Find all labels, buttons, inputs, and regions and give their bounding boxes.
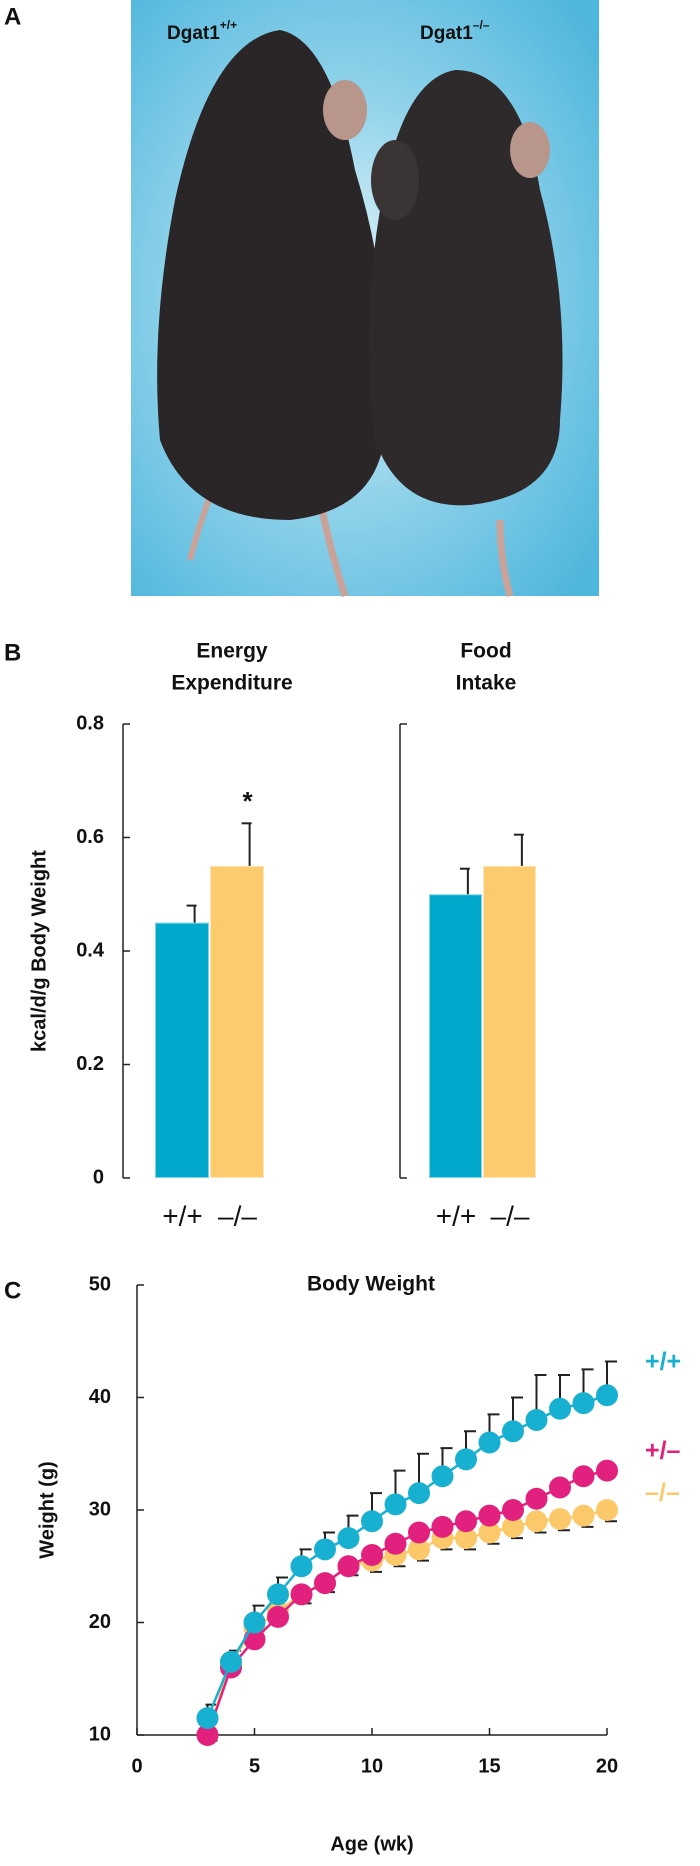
- data-point: [431, 1515, 454, 1538]
- data-point: [525, 1487, 548, 1510]
- data-point: [572, 1465, 595, 1488]
- data-point: [502, 1515, 524, 1538]
- data-point: [596, 1459, 618, 1482]
- x-tick-label: 15: [478, 1755, 500, 1777]
- data-point: [478, 1504, 501, 1527]
- data-point: [408, 1538, 430, 1561]
- data-point: [314, 1538, 336, 1561]
- data-point: [267, 1583, 289, 1606]
- data-point: [549, 1476, 571, 1499]
- bar: [154, 921, 210, 1179]
- chart-title: Expenditure: [171, 672, 292, 695]
- x-tick-label: 10: [361, 1755, 383, 1777]
- data-point: [220, 1650, 242, 1673]
- data-point: [525, 1409, 548, 1431]
- x-tick-label: 0: [131, 1755, 142, 1777]
- y-tick-label: 10: [89, 1723, 111, 1745]
- y-tick-label: 0.8: [76, 712, 104, 734]
- y-tick-label: 0.6: [76, 826, 104, 848]
- data-point: [243, 1611, 266, 1634]
- data-point: [196, 1707, 219, 1730]
- photo-label-sup: –/–: [473, 18, 490, 32]
- y-tick-label: 0.2: [76, 1053, 104, 1075]
- y-axis-label: kcal/d/g Body Weight: [28, 850, 50, 1052]
- x-tick-label: –/–: [491, 1200, 530, 1231]
- data-point: [314, 1572, 336, 1595]
- bar: [482, 864, 537, 1179]
- data-point: [525, 1510, 548, 1533]
- data-point: [455, 1448, 477, 1471]
- series-line: [206, 1394, 608, 1719]
- panel-label: B: [4, 639, 21, 666]
- data-point: [572, 1392, 595, 1415]
- y-axis-label: Weight (g): [36, 1461, 58, 1558]
- photo-label-text: Dgat1: [167, 23, 220, 44]
- x-tick-label: 5: [249, 1755, 260, 1777]
- data-point: [384, 1532, 407, 1555]
- data-point: [502, 1499, 524, 1521]
- x-tick-label: –/–: [218, 1200, 257, 1231]
- chart-title: Body Weight: [307, 1273, 435, 1296]
- data-point: [408, 1482, 430, 1505]
- panel-label: C: [4, 1277, 21, 1304]
- data-point: [361, 1510, 383, 1533]
- data-point: [267, 1605, 289, 1628]
- chart-title: Food: [460, 640, 511, 663]
- data-point: [408, 1521, 430, 1544]
- bar: [209, 864, 265, 1179]
- data-point: [455, 1510, 477, 1533]
- x-tick-label: +/+: [436, 1200, 476, 1231]
- legend-label: +/–: [645, 1437, 681, 1465]
- photo-label: Dgat1+/+: [167, 18, 237, 44]
- data-point: [502, 1420, 524, 1443]
- data-point: [361, 1544, 383, 1566]
- series-line: [206, 1508, 608, 1736]
- photo: [131, 0, 599, 598]
- series-line: [206, 1469, 608, 1736]
- legend-label: +/+: [645, 1348, 681, 1376]
- data-point: [596, 1499, 618, 1521]
- data-point: [384, 1493, 407, 1516]
- y-tick-label: 20: [89, 1611, 111, 1633]
- data-point: [196, 1724, 219, 1746]
- y-tick-label: 0: [93, 1166, 104, 1188]
- data-point: [478, 1521, 501, 1544]
- chart-title: Intake: [456, 672, 517, 695]
- y-tick-label: 50: [89, 1273, 111, 1295]
- y-tick-label: 0.4: [76, 939, 105, 961]
- annotation: *: [243, 786, 254, 816]
- x-axis-label: Age (wk): [330, 1833, 413, 1855]
- y-tick-label: 40: [89, 1386, 111, 1408]
- x-tick-label: +/+: [162, 1200, 202, 1231]
- data-point: [549, 1397, 571, 1420]
- photo-label-text: Dgat1: [420, 23, 473, 44]
- data-point: [290, 1555, 313, 1578]
- legend-label: –/–: [645, 1479, 680, 1507]
- data-point: [337, 1555, 360, 1578]
- y-tick-label: 30: [89, 1498, 111, 1520]
- data-point: [455, 1527, 477, 1550]
- data-point: [596, 1384, 618, 1407]
- data-point: [572, 1504, 595, 1527]
- data-point: [290, 1583, 313, 1606]
- photo-label-sup: +/+: [220, 18, 237, 32]
- data-point: [337, 1527, 360, 1550]
- photo-label: Dgat1–/–: [420, 18, 490, 44]
- x-tick-label: 20: [596, 1755, 618, 1777]
- bar: [428, 893, 483, 1179]
- data-point: [549, 1508, 571, 1530]
- chart-title: Energy: [196, 640, 268, 663]
- data-point: [478, 1431, 501, 1454]
- panel-label: A: [4, 3, 21, 30]
- data-point: [431, 1465, 454, 1488]
